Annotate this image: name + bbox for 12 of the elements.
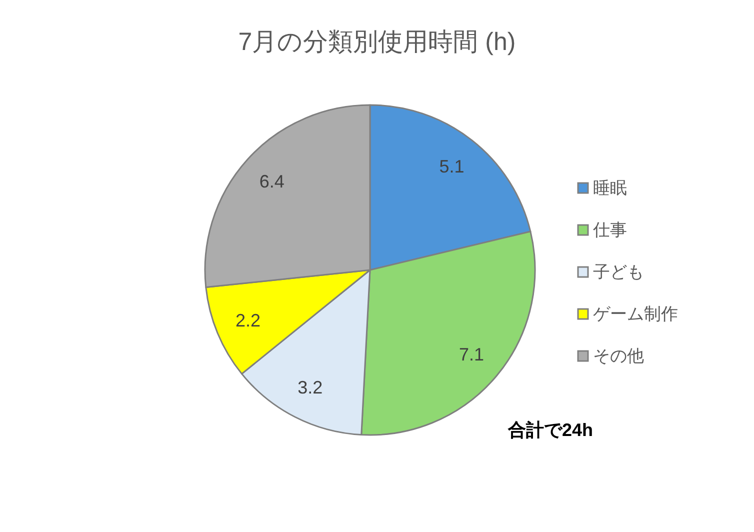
chart-title: 7月の分類別使用時間 (h): [238, 28, 516, 56]
legend-label: ゲーム制作: [593, 304, 678, 324]
data-label: 3.2: [298, 378, 323, 398]
data-label: 2.2: [236, 310, 261, 331]
legend-label: 睡眠: [593, 178, 627, 198]
text: 合計で24h: [507, 420, 594, 440]
data-label: 5.1: [439, 156, 464, 176]
legend-label: その他: [593, 346, 644, 366]
data-label: 7.1: [458, 344, 484, 364]
legend-label: 子ども: [593, 262, 644, 282]
data-label: 6.4: [259, 172, 284, 192]
legend-label: 仕事: [592, 220, 627, 240]
